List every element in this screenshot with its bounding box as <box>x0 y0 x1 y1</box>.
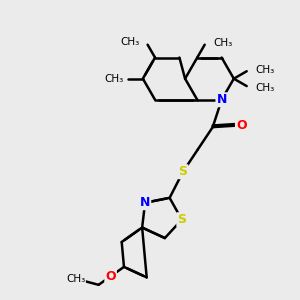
Text: O: O <box>236 119 247 132</box>
Text: CH₃: CH₃ <box>104 74 124 84</box>
Text: CH₃: CH₃ <box>213 38 232 48</box>
Text: O: O <box>105 270 116 283</box>
Text: CH₃: CH₃ <box>255 82 274 93</box>
Text: CH₃: CH₃ <box>255 65 274 75</box>
Text: S: S <box>178 165 188 178</box>
Text: N: N <box>216 93 227 106</box>
Text: S: S <box>177 213 186 226</box>
Text: CH₃: CH₃ <box>120 37 139 47</box>
Text: CH₃: CH₃ <box>66 274 86 284</box>
Text: N: N <box>140 196 150 209</box>
